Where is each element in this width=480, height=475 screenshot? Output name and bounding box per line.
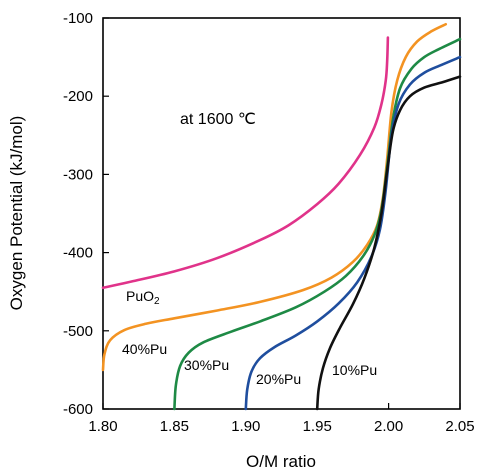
series-line-puo (101, 36, 390, 290)
x-tick-label: 2.05 (445, 418, 474, 435)
series-line-40pu (101, 22, 448, 372)
series-label-20pu: 20%Pu (256, 371, 301, 387)
y-tick-label: -500 (63, 323, 93, 340)
y-tick-label: -300 (63, 166, 93, 183)
series-label-40pu: 40%Pu (122, 341, 167, 357)
y-tick-label: -100 (63, 10, 93, 27)
x-tick-label: 1.95 (303, 418, 332, 435)
series-label-30pu: 30%Pu (184, 357, 229, 373)
x-tick-label: 1.85 (160, 418, 189, 435)
series-curves (101, 22, 462, 411)
axis-ticks: 1.80 1.85 1.90 1.95 2.00 2.05 -600 -500 -400 -300… (63, 10, 475, 435)
y-tick-label: -400 (63, 245, 93, 262)
series-line-30pu (173, 37, 462, 411)
x-axis-label: O/M ratio (246, 452, 316, 471)
x-tick-label: 1.90 (231, 418, 260, 435)
series-label-puo2: PuO2 (126, 288, 160, 307)
y-tick-label: -200 (63, 88, 93, 105)
x-tick-label: 1.80 (88, 418, 117, 435)
plot-frame (102, 17, 461, 410)
y-tick-label: -600 (63, 401, 93, 418)
temperature-annotation: at 1600 ℃ (180, 111, 256, 128)
y-axis-label: Oxygen Potential (kJ/mol) (7, 116, 26, 311)
series-line-10pu (315, 75, 462, 411)
series-line-20pu (244, 55, 462, 411)
series-label-10pu: 10%Pu (332, 362, 377, 378)
x-tick-label: 2.00 (374, 418, 403, 435)
